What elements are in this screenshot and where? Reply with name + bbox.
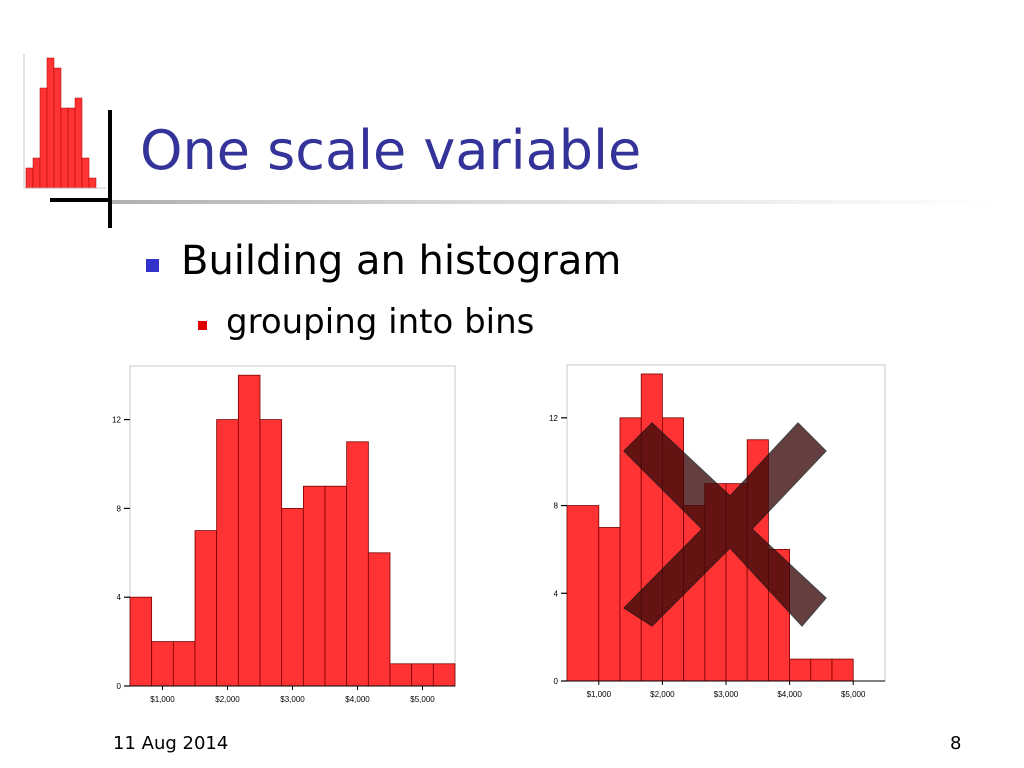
y-tick-label: 12 [112, 416, 121, 425]
page-number: 8 [950, 733, 962, 754]
x-tick-label: $5,000 [841, 690, 866, 699]
x-tick-label: $4,000 [345, 695, 370, 704]
footer-date: 11 Aug 2014 [113, 733, 229, 754]
histogram-bar [432, 663, 456, 687]
x-tick-label: $3,000 [280, 695, 305, 704]
y-tick-label: 4 [117, 593, 122, 602]
bullet-marker-level2 [198, 321, 207, 330]
histogram-bar [324, 485, 348, 687]
logo-bar [67, 107, 76, 189]
y-tick-label: 0 [554, 677, 559, 686]
histogram-bar [281, 507, 304, 687]
logo-histogram [23, 54, 106, 189]
y-tick-label: 0 [117, 682, 122, 691]
histogram-bar [411, 663, 434, 687]
logo-bar [53, 67, 62, 189]
logo-bar [88, 177, 97, 189]
title-divider-horizontal [50, 198, 112, 202]
histogram-bar [216, 419, 239, 687]
x-tick-label: $1,000 [150, 695, 175, 704]
title-rule [112, 200, 992, 204]
logo-bar [39, 87, 48, 189]
x-tick-label: $2,000 [215, 695, 240, 704]
slide-title: One scale variable [140, 119, 642, 182]
histogram-bar [151, 641, 174, 687]
bullet-level2-text: grouping into bins [226, 302, 535, 342]
x-tick-label: $3,000 [714, 690, 739, 699]
histogram-bar [566, 505, 600, 682]
histogram-bar [640, 373, 663, 682]
histogram-right: 0 4 8 12 $1,000 $2,000 $3,000 $4,000 $5,000 [549, 364, 886, 699]
x-tick-label: $1,000 [587, 690, 612, 699]
bullet-level1-text: Building an histogram [181, 238, 622, 284]
histogram-bar [302, 485, 326, 687]
logo-bar [32, 157, 41, 189]
histogram-left: 0 4 8 12 $1,000 $2,000 $3,000 $4,000 $5,000 [112, 365, 456, 704]
y-tick-label: 8 [117, 504, 122, 513]
x-tick-label: $2,000 [650, 690, 675, 699]
y-tick-label: 8 [554, 502, 559, 511]
y-tick-label: 12 [549, 414, 558, 423]
y-tick-label: 4 [554, 589, 559, 598]
x-tick-label: $5,000 [410, 695, 435, 704]
histogram-bar [346, 441, 369, 687]
histogram-bar [237, 374, 261, 687]
logo-bar [46, 57, 55, 189]
histogram-bar [172, 641, 196, 687]
histogram-bar [259, 419, 283, 687]
histogram-bar [194, 530, 218, 687]
x-tick-label: $4,000 [777, 690, 802, 699]
logo-bar [60, 107, 69, 189]
histogram-bar [598, 527, 621, 682]
bullet-marker-level1 [146, 259, 159, 272]
histogram-bar [129, 596, 153, 687]
histogram-bar [831, 658, 854, 682]
logo-bar [25, 167, 34, 189]
histogram-bar [389, 663, 413, 687]
histogram-bar [367, 552, 391, 687]
histogram-bar [789, 658, 812, 682]
logo-bar [74, 97, 83, 189]
logo-bar [81, 157, 90, 189]
cross-out-icon [623, 422, 827, 627]
title-divider-vertical [108, 110, 112, 228]
histogram-bar [810, 658, 833, 682]
